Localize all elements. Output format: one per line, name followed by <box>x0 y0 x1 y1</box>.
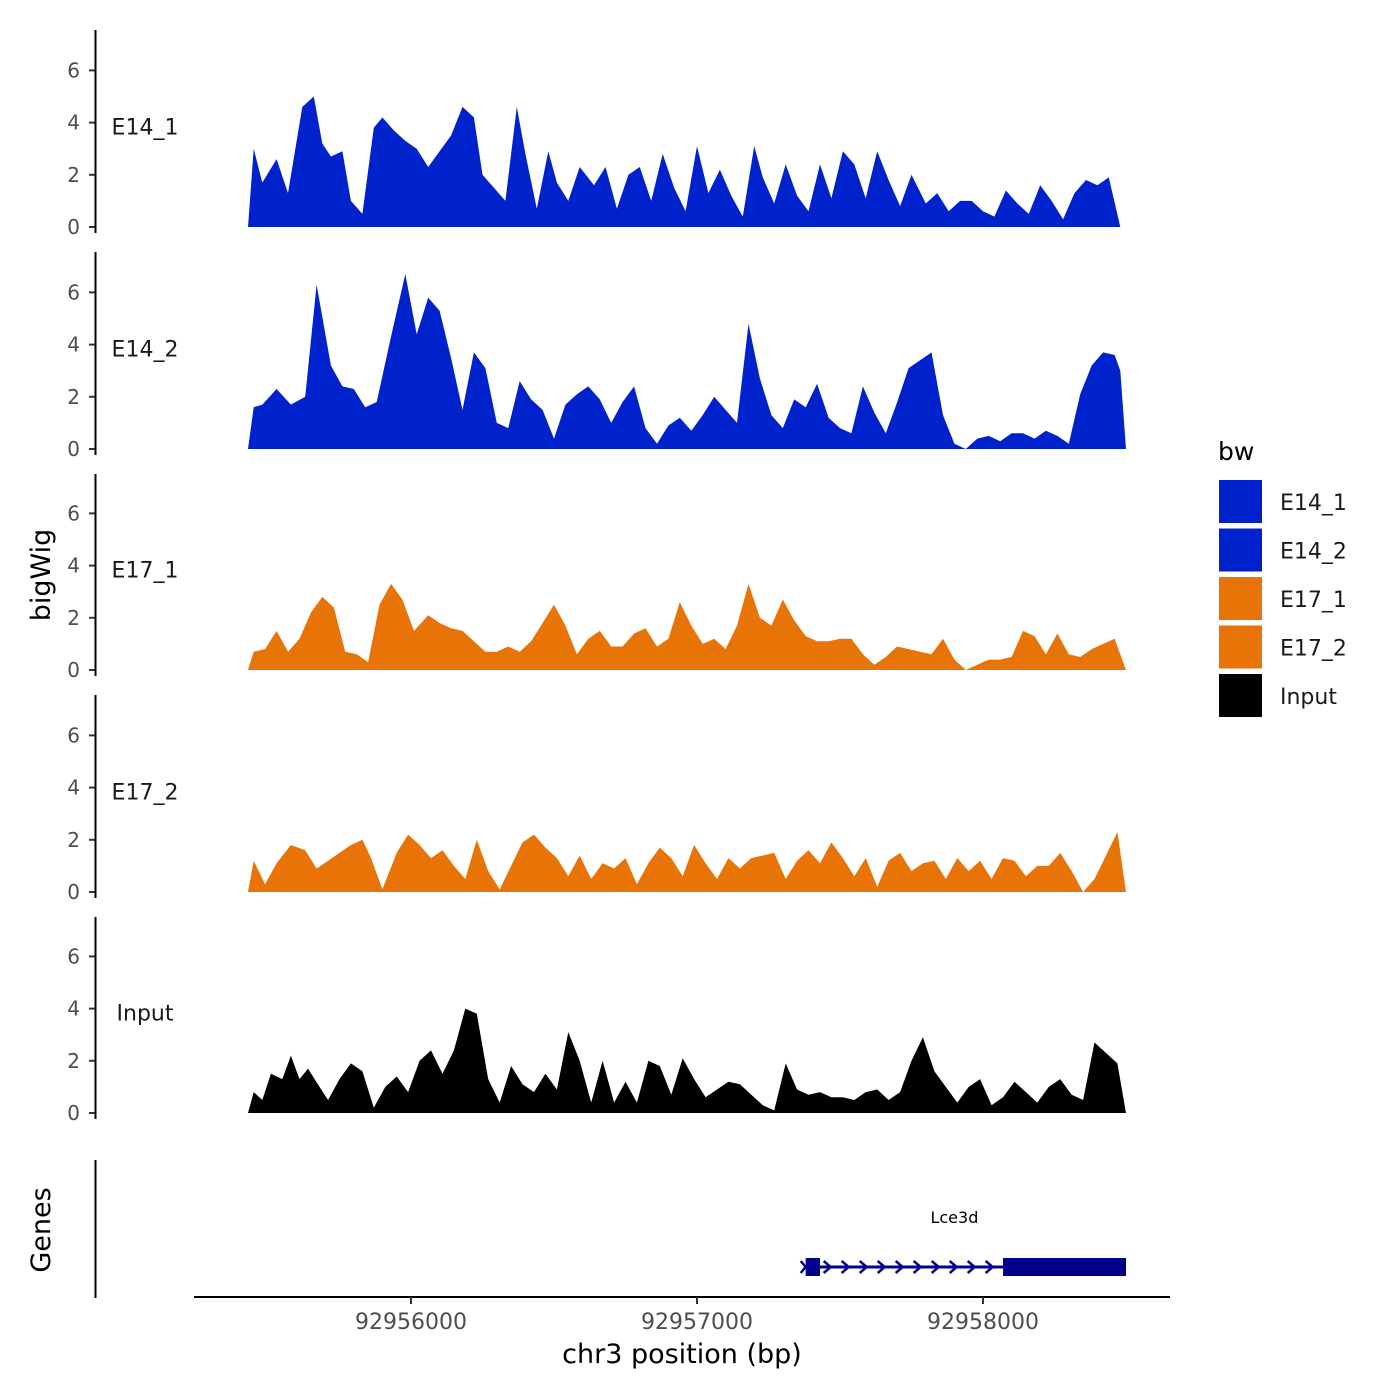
strand-arrow <box>912 1260 923 1274</box>
y-tick-label: 2 <box>67 163 80 187</box>
legend: bw E14_1 E14_2 E17_1 E17_2 Input <box>1218 437 1347 717</box>
signal-area-E14_1 <box>248 96 1126 227</box>
y-tick-label: 2 <box>67 1049 80 1073</box>
signal-area-E17_1 <box>248 583 1126 670</box>
legend-item-E14_2: E14_2 <box>1219 528 1347 572</box>
y-tick-label: 6 <box>67 723 80 747</box>
y-tick-label: 6 <box>67 58 80 82</box>
legend-item-E17_2: E17_2 <box>1219 625 1347 669</box>
genes-axis-title: Genes <box>26 1187 57 1272</box>
gene-name-label: Lce3d <box>930 1208 978 1227</box>
legend-item-E17_1: E17_1 <box>1219 577 1347 620</box>
y-tick-label: 0 <box>67 1101 80 1125</box>
legend-swatch <box>1219 528 1262 572</box>
track-Input: 0 2 4 6 Input <box>67 917 1126 1125</box>
y-tick-label: 4 <box>67 333 80 357</box>
y-tick-label: 4 <box>67 111 80 135</box>
gene-exon <box>1003 1258 1126 1276</box>
y-tick-label: 4 <box>67 997 80 1021</box>
y-tick-label: 6 <box>67 280 80 304</box>
x-axis-title: chr3 position (bp) <box>562 1339 802 1370</box>
x-tick-label: 92956000 <box>355 1310 467 1335</box>
strand-arrow <box>966 1260 977 1274</box>
y-tick-label: 0 <box>67 215 80 239</box>
legend-label: E14_1 <box>1280 491 1347 516</box>
legend-label: E14_2 <box>1280 540 1347 565</box>
y-axis-title: bigWig <box>26 529 57 622</box>
y-tick-label: 4 <box>67 554 80 578</box>
strand-arrow <box>930 1260 941 1274</box>
tracks-layer: 0 2 4 6 E14_1 0 2 4 6 E14_2 0 2 4 6 E17_1 0 2 4 6 E17_2 0 2 4 6… <box>67 30 1126 1125</box>
legend-item-E14_1: E14_1 <box>1219 480 1347 523</box>
track-label: E14_1 <box>112 116 179 141</box>
gene-exon <box>805 1258 820 1276</box>
strand-arrow <box>822 1260 833 1274</box>
legend-label: E17_1 <box>1280 588 1347 613</box>
strand-arrow <box>840 1260 851 1274</box>
legend-swatch <box>1219 674 1262 717</box>
track-label: Input <box>117 1002 174 1027</box>
strand-arrow <box>948 1260 959 1274</box>
y-tick-label: 2 <box>67 828 80 852</box>
y-tick-label: 0 <box>67 437 80 461</box>
signal-area-E14_2 <box>248 274 1126 449</box>
y-tick-label: 2 <box>67 385 80 409</box>
signal-area-Input <box>248 1008 1126 1113</box>
legend-item-Input: Input <box>1219 674 1337 717</box>
signal-area-E17_2 <box>248 832 1126 892</box>
gene-Lce3d: Lce3d <box>799 1208 1126 1276</box>
strand-arrow <box>894 1260 905 1274</box>
genes-panel: Genes Lce3d <box>26 1160 1126 1298</box>
track-E17_1: 0 2 4 6 E17_1 <box>67 474 1126 682</box>
x-tick-label: 92957000 <box>641 1310 753 1335</box>
y-tick-label: 6 <box>67 944 80 968</box>
y-tick-label: 4 <box>67 776 80 800</box>
legend-swatch <box>1219 480 1262 523</box>
legend-label: Input <box>1280 685 1337 710</box>
legend-label: E17_2 <box>1280 637 1347 662</box>
strand-arrow <box>984 1260 995 1274</box>
legend-swatch <box>1219 625 1262 669</box>
y-tick-label: 6 <box>67 501 80 525</box>
track-label: E17_1 <box>112 559 179 584</box>
track-label: E14_2 <box>112 338 179 363</box>
track-E17_2: 0 2 4 6 E17_2 <box>67 695 1126 904</box>
legend-swatch <box>1219 577 1262 620</box>
y-tick-label: 0 <box>67 658 80 682</box>
x-tick-label: 92958000 <box>927 1310 1039 1335</box>
y-tick-label: 2 <box>67 606 80 630</box>
strand-arrow <box>858 1260 869 1274</box>
strand-arrow <box>876 1260 887 1274</box>
track-E14_1: 0 2 4 6 E14_1 <box>67 30 1126 239</box>
track-E14_2: 0 2 4 6 E14_2 <box>67 252 1126 461</box>
x-axis: chr3 position (bp) 92956000 92957000 92958… <box>194 1296 1170 1370</box>
track-label: E17_2 <box>112 781 179 806</box>
legend-title: bw <box>1218 437 1254 466</box>
y-tick-label: 0 <box>67 880 80 904</box>
